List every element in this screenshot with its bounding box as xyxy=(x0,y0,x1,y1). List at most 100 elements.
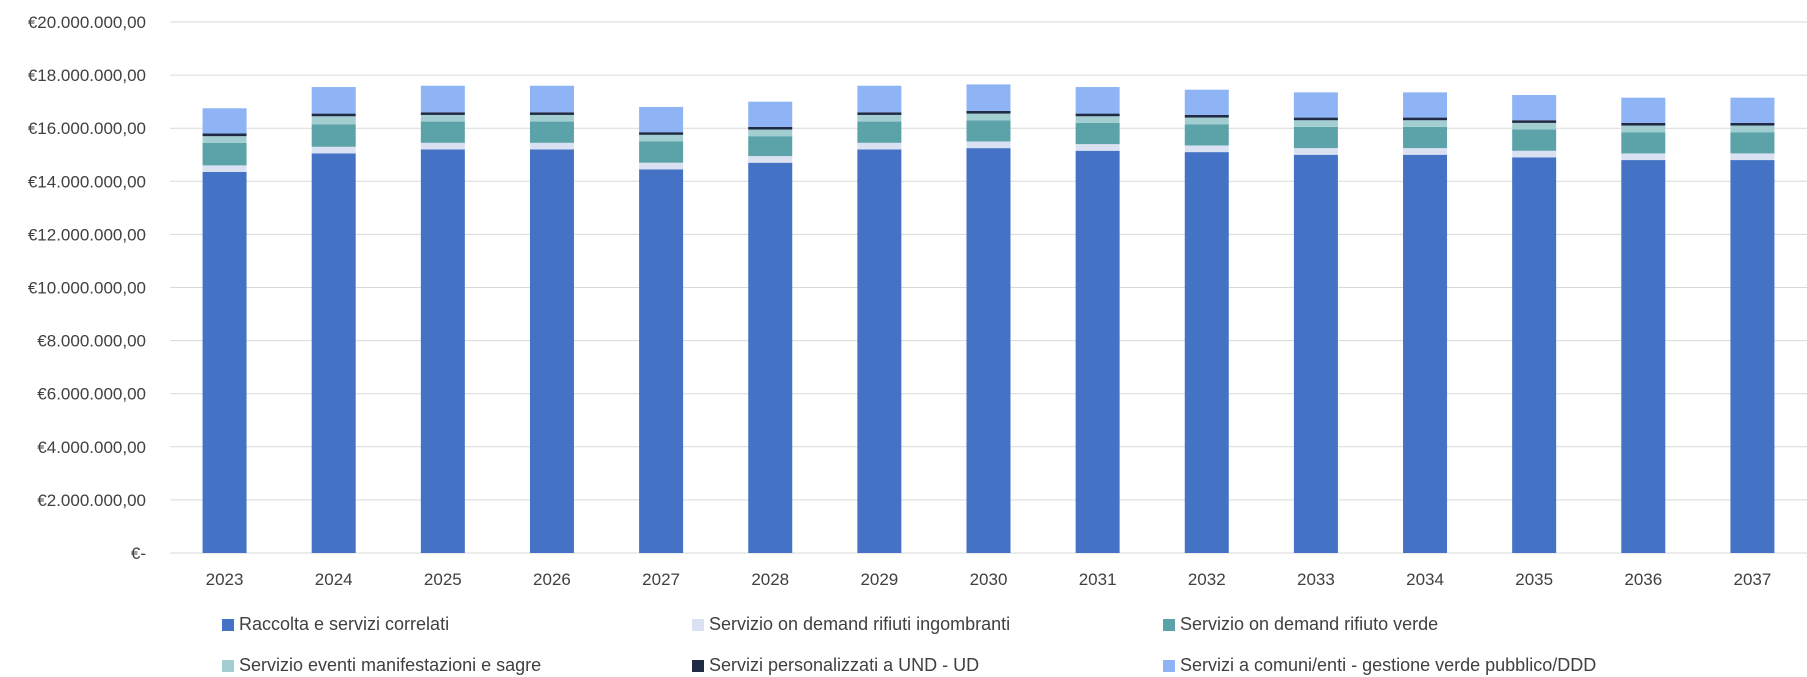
bar-segment-2032-series-1[interactable] xyxy=(1184,145,1229,153)
bar-stack-2033[interactable] xyxy=(1293,92,1338,553)
bar-segment-2035-series-0[interactable] xyxy=(1512,157,1557,553)
bar-segment-2035-series-3[interactable] xyxy=(1512,122,1557,130)
bar-segment-2030-series-2[interactable] xyxy=(966,120,1011,142)
bar-segment-2034-series-3[interactable] xyxy=(1403,120,1448,127)
bar-stack-2037[interactable] xyxy=(1730,97,1775,553)
bar-segment-2036-series-4[interactable] xyxy=(1621,122,1666,126)
bar-segment-2035-series-5[interactable] xyxy=(1512,95,1557,121)
bar-segment-2027-series-5[interactable] xyxy=(639,106,684,133)
bar-segment-2037-series-4[interactable] xyxy=(1730,122,1775,126)
bar-segment-2028-series-0[interactable] xyxy=(748,162,793,553)
bar-segment-2033-series-0[interactable] xyxy=(1293,154,1338,553)
bar-segment-2032-series-0[interactable] xyxy=(1184,152,1229,553)
legend-item-raccolta[interactable]: Raccolta e servizi correlati xyxy=(222,614,449,635)
bar-segment-2025-series-2[interactable] xyxy=(420,121,465,143)
bar-segment-2023-series-2[interactable] xyxy=(202,142,247,166)
bar-segment-2033-series-1[interactable] xyxy=(1293,148,1338,155)
bar-segment-2026-series-4[interactable] xyxy=(529,112,574,115)
bar-segment-2029-series-2[interactable] xyxy=(857,121,902,143)
bar-stack-2025[interactable] xyxy=(420,85,465,553)
legend-item-eventi[interactable]: Servizio eventi manifestazioni e sagre xyxy=(222,655,541,676)
bar-segment-2026-series-1[interactable] xyxy=(529,142,574,150)
bar-segment-2031-series-3[interactable] xyxy=(1075,116,1120,123)
bar-stack-2034[interactable] xyxy=(1403,92,1448,553)
bar-segment-2023-series-0[interactable] xyxy=(202,172,247,553)
bar-segment-2036-series-1[interactable] xyxy=(1621,153,1666,161)
bar-segment-2033-series-2[interactable] xyxy=(1293,126,1338,149)
bar-segment-2033-series-3[interactable] xyxy=(1293,120,1338,127)
legend-item-ingombranti[interactable]: Servizio on demand rifiuti ingombranti xyxy=(692,614,1010,635)
bar-segment-2033-series-5[interactable] xyxy=(1293,92,1338,118)
bar-segment-2023-series-1[interactable] xyxy=(202,165,247,173)
bar-segment-2028-series-4[interactable] xyxy=(748,126,793,130)
bar-segment-2032-series-5[interactable] xyxy=(1184,89,1229,115)
bar-segment-2024-series-2[interactable] xyxy=(311,124,356,147)
bar-segment-2032-series-3[interactable] xyxy=(1184,117,1229,125)
bar-stack-2027[interactable] xyxy=(639,106,684,554)
bar-segment-2027-series-0[interactable] xyxy=(639,169,684,554)
bar-segment-2034-series-2[interactable] xyxy=(1403,126,1448,149)
bar-stack-2032[interactable] xyxy=(1184,89,1229,553)
bar-segment-2033-series-4[interactable] xyxy=(1293,117,1338,121)
bar-segment-2030-series-3[interactable] xyxy=(966,113,1011,121)
bar-segment-2029-series-4[interactable] xyxy=(857,112,902,115)
bar-segment-2024-series-5[interactable] xyxy=(311,87,356,114)
bar-segment-2036-series-0[interactable] xyxy=(1621,160,1666,553)
bar-segment-2023-series-4[interactable] xyxy=(202,133,247,137)
bar-segment-2034-series-5[interactable] xyxy=(1403,92,1448,118)
bar-segment-2037-series-2[interactable] xyxy=(1730,132,1775,154)
bar-segment-2024-series-4[interactable] xyxy=(311,113,356,117)
bar-segment-2032-series-2[interactable] xyxy=(1184,124,1229,146)
bar-segment-2030-series-0[interactable] xyxy=(966,148,1011,554)
legend-item-comuni-enti[interactable]: Servizi a comuni/enti - gestione verde p… xyxy=(1163,655,1596,676)
bar-segment-2025-series-1[interactable] xyxy=(420,142,465,150)
bar-stack-2035[interactable] xyxy=(1512,95,1557,553)
bar-segment-2037-series-1[interactable] xyxy=(1730,153,1775,161)
bar-stack-2031[interactable] xyxy=(1075,87,1120,553)
bar-segment-2023-series-3[interactable] xyxy=(202,136,247,143)
bar-segment-2030-series-5[interactable] xyxy=(966,84,1011,111)
bar-segment-2031-series-4[interactable] xyxy=(1075,113,1120,117)
bar-segment-2030-series-1[interactable] xyxy=(966,141,1011,149)
bar-segment-2026-series-3[interactable] xyxy=(529,114,574,122)
bar-segment-2023-series-5[interactable] xyxy=(202,108,247,134)
bar-segment-2029-series-0[interactable] xyxy=(857,149,902,553)
bar-segment-2027-series-4[interactable] xyxy=(639,132,684,135)
bar-segment-2031-series-2[interactable] xyxy=(1075,122,1120,145)
bar-segment-2034-series-0[interactable] xyxy=(1403,154,1448,553)
bar-segment-2036-series-2[interactable] xyxy=(1621,132,1666,154)
bar-segment-2028-series-3[interactable] xyxy=(748,129,793,137)
bar-segment-2025-series-0[interactable] xyxy=(420,149,465,553)
bar-segment-2025-series-3[interactable] xyxy=(420,114,465,122)
bar-segment-2034-series-4[interactable] xyxy=(1403,117,1448,121)
bar-segment-2037-series-5[interactable] xyxy=(1730,97,1775,123)
bar-stack-2024[interactable] xyxy=(311,87,356,554)
bar-segment-2024-series-3[interactable] xyxy=(311,116,356,125)
bar-segment-2029-series-3[interactable] xyxy=(857,114,902,122)
bar-segment-2026-series-2[interactable] xyxy=(529,121,574,143)
bar-segment-2028-series-1[interactable] xyxy=(748,156,793,163)
bar-segment-2031-series-0[interactable] xyxy=(1075,150,1120,553)
bar-segment-2026-series-5[interactable] xyxy=(529,85,574,113)
bar-segment-2025-series-4[interactable] xyxy=(420,112,465,115)
bar-stack-2023[interactable] xyxy=(202,108,247,553)
legend-item-verde[interactable]: Servizio on demand rifiuto verde xyxy=(1163,614,1438,635)
legend-item-personalizzati[interactable]: Servizi personalizzati a UND - UD xyxy=(692,655,979,676)
bar-segment-2036-series-5[interactable] xyxy=(1621,97,1666,123)
bar-stack-2036[interactable] xyxy=(1621,97,1666,553)
bar-segment-2029-series-1[interactable] xyxy=(857,142,902,150)
bar-segment-2035-series-4[interactable] xyxy=(1512,120,1557,123)
bar-segment-2027-series-2[interactable] xyxy=(639,141,684,163)
bar-segment-2036-series-3[interactable] xyxy=(1621,125,1666,133)
bar-segment-2028-series-2[interactable] xyxy=(748,136,793,157)
bar-stack-2029[interactable] xyxy=(857,85,902,553)
bar-segment-2029-series-5[interactable] xyxy=(857,85,902,113)
bar-segment-2027-series-1[interactable] xyxy=(639,162,684,170)
bar-segment-2032-series-4[interactable] xyxy=(1184,114,1229,118)
bar-segment-2035-series-1[interactable] xyxy=(1512,150,1557,158)
bar-segment-2026-series-0[interactable] xyxy=(529,149,574,553)
bar-segment-2031-series-1[interactable] xyxy=(1075,144,1120,151)
bar-segment-2027-series-3[interactable] xyxy=(639,134,684,142)
bar-segment-2031-series-5[interactable] xyxy=(1075,87,1120,114)
bar-segment-2024-series-1[interactable] xyxy=(311,146,356,154)
